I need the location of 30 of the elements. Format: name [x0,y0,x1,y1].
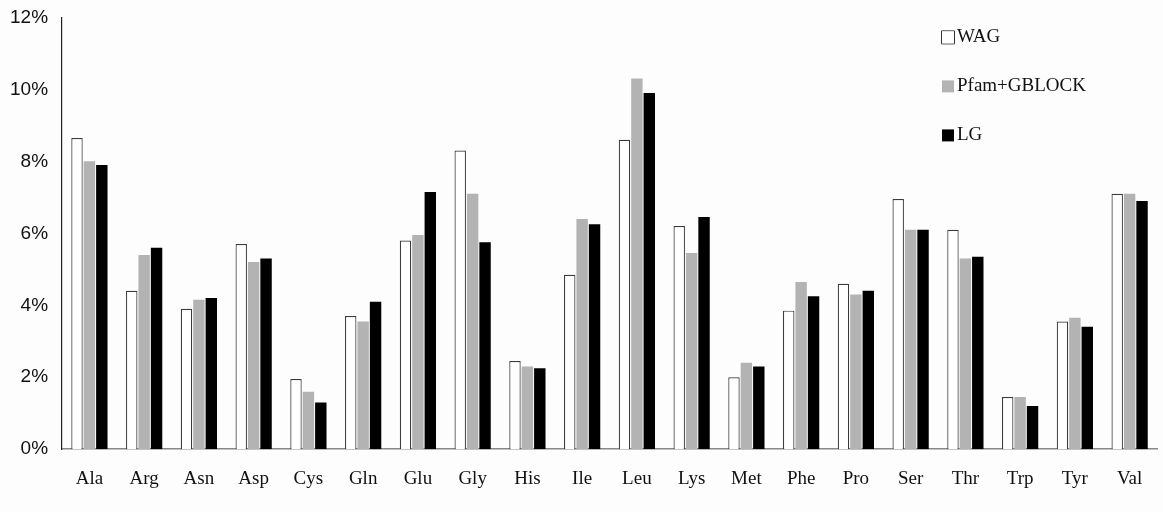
x-tick-label: His [514,466,541,488]
legend-label: LG [957,123,983,145]
x-tick-label: Ser [897,466,924,488]
y-tick-label: 10% [10,77,49,99]
x-tick-label: Gly [458,466,488,488]
y-tick-label: 4% [20,293,49,315]
x-tick-label: Ile [572,466,593,488]
x-tick-label: Thr [951,466,980,488]
y-tick-label: 2% [20,365,49,387]
x-tick-label: Gln [348,466,378,488]
y-tick-label: 12% [10,5,49,27]
legend-label: Pfam+GBLOCK [957,74,1087,96]
x-tick-label: Trp [1006,466,1034,488]
x-tick-label: Phe [786,466,816,488]
x-tick-label: Ala [75,466,104,488]
x-tick-label: Leu [622,466,653,488]
x-tick-label: Glu [403,466,433,488]
y-tick-label: 6% [20,221,49,243]
x-tick-label: Val [1116,466,1143,488]
x-tick-label: Pro [842,466,870,488]
x-tick-label: Met [731,466,763,488]
x-tick-label: Arg [129,466,160,488]
x-tick-label: Cys [293,466,324,488]
y-tick-label: 0% [20,437,49,459]
legend-label: WAG [957,25,1001,47]
x-tick-label: Asn [183,466,215,488]
x-tick-label: Lys [677,466,706,488]
x-tick-label: Tyr [1061,466,1089,488]
y-tick-label: 8% [20,149,49,171]
x-tick-label: Asp [238,466,269,488]
